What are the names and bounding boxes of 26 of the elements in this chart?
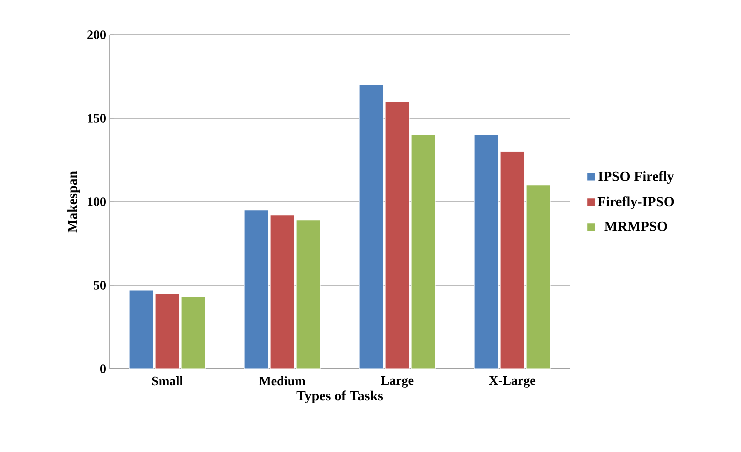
y-tick-label: 150: [88, 114, 106, 123]
bar: [526, 185, 551, 369]
x-tick-label: X-Large: [489, 376, 536, 388]
bar: [244, 210, 269, 369]
bar: [270, 215, 295, 369]
bar: [181, 296, 206, 369]
legend-label: Firefly-IPSO: [598, 196, 674, 210]
x-tick-label: Small: [152, 376, 184, 386]
bar: [129, 290, 154, 369]
bar: [296, 220, 321, 369]
y-axis-title: Makespan: [68, 171, 80, 233]
bar: [500, 152, 525, 369]
x-tick-label: Large: [381, 376, 414, 388]
x-tick-label: Medium: [259, 376, 306, 386]
legend-label: MRMPSO: [604, 222, 668, 232]
y-tick-label: 200: [88, 30, 106, 40]
x-axis-title: Types of Tasks: [296, 390, 384, 404]
bar: [474, 134, 499, 369]
y-tick-label: 0: [100, 364, 106, 374]
y-tick-label: 50: [94, 281, 106, 290]
y-tick-label: 100: [88, 198, 106, 206]
bar: [411, 134, 436, 369]
bar: [385, 102, 410, 369]
bar: [359, 84, 384, 369]
bar: [155, 294, 180, 369]
legend-label: IPSO Firefly: [598, 171, 674, 184]
